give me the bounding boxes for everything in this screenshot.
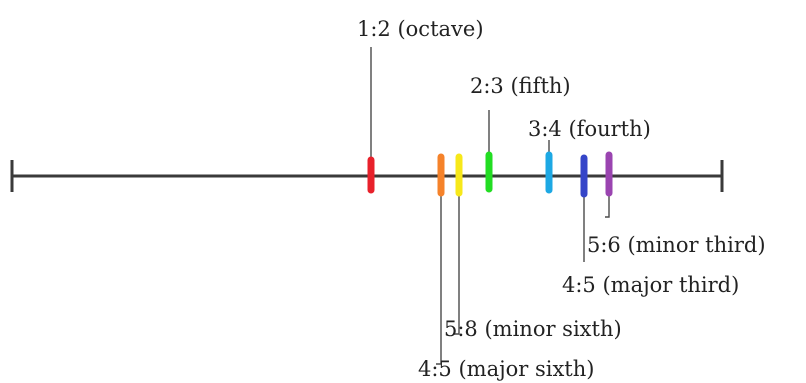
interval-minor-third: 5:6 (minor third) xyxy=(587,151,766,257)
interval-fourth: 3:4 (fourth) xyxy=(528,117,651,194)
label-fifth: 2:3 (fifth) xyxy=(470,74,571,98)
interval-octave: 1:2 (octave) xyxy=(357,17,484,194)
label-minor-third: 5:6 (minor third) xyxy=(587,233,766,257)
leader-minor-sixth xyxy=(454,192,460,335)
label-octave: 1:2 (octave) xyxy=(357,17,484,41)
label-minor-sixth: 5:8 (minor sixth) xyxy=(444,317,622,341)
interval-major-sixth: 4:5 (major sixth) xyxy=(418,153,594,381)
leader-major-sixth xyxy=(436,192,442,365)
label-major-sixth: 4:5 (major sixth) xyxy=(418,357,594,381)
interval-minor-sixth: 5:8 (minor sixth) xyxy=(444,153,622,341)
label-major-third: 4:5 (major third) xyxy=(562,273,739,297)
leader-minor-third xyxy=(605,193,610,218)
label-fourth: 3:4 (fourth) xyxy=(528,117,651,141)
interval-major-third: 4:5 (major third) xyxy=(562,154,739,297)
interval-fifth: 2:3 (fifth) xyxy=(470,74,571,193)
